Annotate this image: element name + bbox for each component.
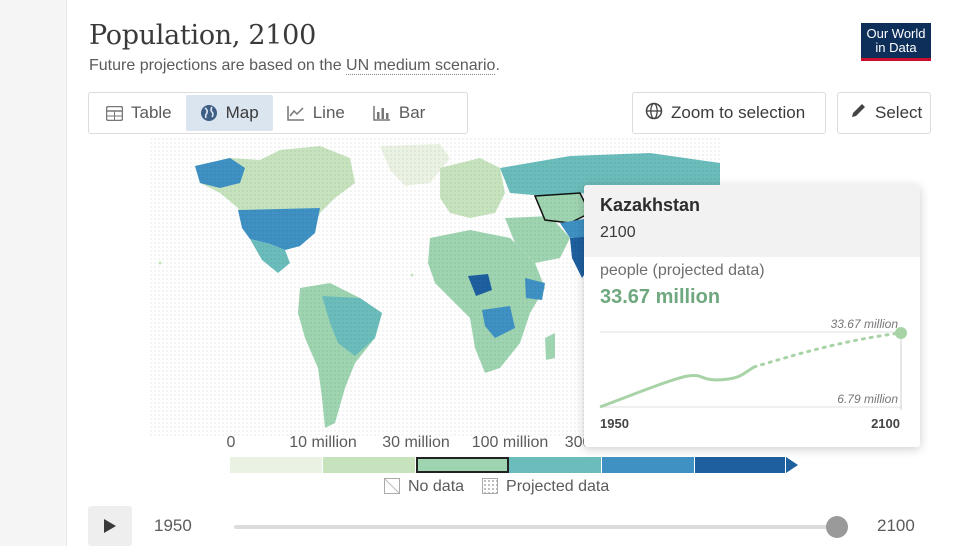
tab-line[interactable]: Line	[273, 95, 359, 131]
legend-label-1: 10 million	[289, 434, 357, 451]
tab-bar[interactable]: Bar	[359, 95, 439, 131]
pencil-icon	[850, 102, 867, 124]
subtitle-period: .	[495, 57, 500, 74]
page-title: Population, 2100	[89, 20, 316, 51]
tooltip-metric: people (projected data)	[600, 262, 765, 279]
tooltip-year: 2100	[600, 224, 636, 241]
legend-bin-4[interactable]	[602, 457, 695, 473]
legend-bin-5[interactable]	[695, 457, 786, 473]
subtitle-text: Future projections are based on the	[89, 57, 347, 74]
spark-start-year: 1950	[600, 416, 629, 431]
tab-line-label: Line	[312, 103, 345, 122]
timeline-end-year: 2100	[877, 516, 915, 535]
legend-bin-0[interactable]	[230, 457, 323, 473]
tab-table[interactable]: Table	[91, 95, 186, 131]
spark-max-label: 33.67 million	[831, 317, 899, 331]
spark-end-dot	[895, 327, 907, 339]
legend-bin-1[interactable]	[323, 457, 416, 473]
map-region-madagascar	[545, 333, 555, 360]
legend-label-0: 0	[226, 434, 236, 451]
projected-label: Projected data	[506, 478, 610, 495]
un-scenario-link[interactable]: UN medium scenario	[346, 57, 496, 75]
legend-label-2: 30 million	[382, 434, 450, 451]
logo-line-1: Our World	[866, 26, 926, 41]
select-button[interactable]: Select	[837, 92, 931, 134]
tab-table-label: Table	[131, 103, 172, 122]
tooltip-value: 33.67 million	[600, 286, 721, 308]
globe-outline-icon	[645, 102, 663, 125]
legend-bin-2[interactable]	[416, 457, 509, 473]
color-legend: 0 10 million 30 million 100 million 300 …	[226, 434, 798, 514]
legend-label-3: 100 million	[471, 434, 549, 451]
no-data-label: No data	[408, 478, 465, 495]
tooltip-country: Kazakhstan	[600, 195, 701, 215]
bar-chart-icon	[373, 104, 391, 122]
logo-line-2: in Data	[875, 40, 917, 55]
table-icon	[105, 104, 123, 122]
country-tooltip: Kazakhstan 2100 people (projected data) …	[584, 185, 920, 447]
spark-end-year: 2100	[871, 416, 900, 431]
spark-min-label: 6.79 million	[837, 392, 898, 406]
zoom-to-selection-button[interactable]: Zoom to selection	[632, 92, 826, 134]
owid-logo[interactable]: Our World in Data	[861, 23, 931, 61]
line-chart-icon	[286, 104, 305, 122]
no-data-legend[interactable]: No data	[384, 478, 464, 496]
tab-map[interactable]: Map	[185, 95, 273, 131]
page-subtitle: Future projections are based on the UN m…	[89, 57, 500, 75]
select-label: Select	[875, 103, 923, 122]
tooltip-sparkline: 33.67 million 6.79 million 1950 2100	[599, 317, 907, 431]
globe-icon	[200, 104, 218, 122]
tab-bar-label: Bar	[398, 103, 426, 122]
projected-swatch	[482, 478, 499, 494]
timeline-start-year: 1950	[154, 516, 192, 535]
no-data-swatch	[384, 478, 400, 494]
timeline-handle[interactable]	[826, 516, 848, 538]
play-icon	[104, 519, 116, 533]
legend-bin-3[interactable]	[509, 457, 602, 473]
spark-historical-line	[599, 365, 755, 409]
play-button[interactable]	[88, 506, 132, 546]
legend-arrow-icon	[786, 457, 798, 473]
timeline: 1950 2100	[88, 506, 928, 546]
legend-bins[interactable]	[230, 457, 786, 473]
zoom-to-selection-label: Zoom to selection	[671, 103, 806, 122]
tab-map-label: Map	[225, 103, 259, 122]
projected-legend[interactable]: Projected data	[482, 478, 609, 496]
spark-projected-line	[752, 331, 903, 369]
view-tabs: Table Map Line Bar	[88, 92, 468, 134]
secondary-legend: No data Projected data	[384, 478, 609, 496]
tooltip-header: Kazakhstan 2100	[584, 185, 920, 257]
timeline-track[interactable]	[234, 525, 838, 529]
